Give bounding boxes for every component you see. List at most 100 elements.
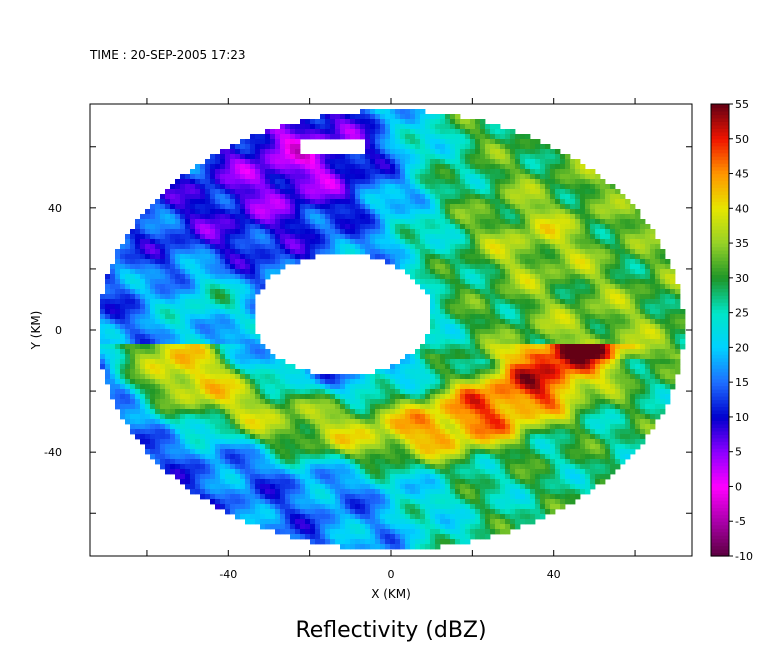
reflectivity-cell xyxy=(130,339,136,345)
reflectivity-cell xyxy=(305,239,311,245)
reflectivity-cell xyxy=(180,389,186,395)
reflectivity-cell xyxy=(135,364,141,370)
reflectivity-cell xyxy=(460,249,466,255)
reflectivity-cell xyxy=(525,204,531,210)
reflectivity-cell xyxy=(460,374,466,380)
reflectivity-cell xyxy=(200,299,206,305)
reflectivity-cell xyxy=(155,339,161,345)
reflectivity-cell xyxy=(445,359,451,365)
reflectivity-cell xyxy=(135,219,141,225)
reflectivity-cell xyxy=(400,219,406,225)
reflectivity-cell xyxy=(450,254,456,260)
reflectivity-cell xyxy=(390,244,396,250)
reflectivity-cell xyxy=(650,269,656,275)
reflectivity-cell xyxy=(615,234,621,240)
reflectivity-cell xyxy=(200,169,206,175)
reflectivity-cell xyxy=(160,204,166,210)
reflectivity-cell xyxy=(635,269,641,275)
reflectivity-cell xyxy=(600,284,606,290)
reflectivity-cell xyxy=(525,289,531,295)
reflectivity-cell xyxy=(250,274,256,280)
reflectivity-cell xyxy=(585,334,591,340)
reflectivity-cell xyxy=(225,194,231,200)
reflectivity-cell xyxy=(290,194,296,200)
reflectivity-cell xyxy=(370,154,376,160)
reflectivity-cell xyxy=(200,314,206,320)
reflectivity-cell xyxy=(580,344,586,350)
reflectivity-cell xyxy=(550,149,556,155)
reflectivity-cell xyxy=(480,269,486,275)
reflectivity-cell xyxy=(330,209,336,215)
reflectivity-cell xyxy=(595,389,601,395)
reflectivity-cell xyxy=(220,254,226,260)
reflectivity-cell xyxy=(300,219,306,225)
reflectivity-cell xyxy=(550,349,556,355)
reflectivity-cell xyxy=(555,154,561,160)
reflectivity-cell xyxy=(580,349,586,355)
reflectivity-cell xyxy=(440,369,446,375)
reflectivity-cell xyxy=(210,379,216,385)
reflectivity-cell xyxy=(305,384,311,390)
reflectivity-cell xyxy=(260,359,266,365)
reflectivity-cell xyxy=(570,224,576,230)
reflectivity-cell xyxy=(205,369,211,375)
reflectivity-cell xyxy=(125,359,131,365)
reflectivity-cell xyxy=(145,379,151,385)
reflectivity-cell xyxy=(230,249,236,255)
reflectivity-cell xyxy=(200,324,206,330)
reflectivity-cell xyxy=(475,124,481,130)
reflectivity-cell xyxy=(460,384,466,390)
reflectivity-cell xyxy=(480,144,486,150)
reflectivity-cell xyxy=(270,229,276,235)
reflectivity-cell xyxy=(325,399,331,405)
reflectivity-cell xyxy=(495,159,501,165)
reflectivity-cell xyxy=(175,274,181,280)
reflectivity-cell xyxy=(490,379,496,385)
reflectivity-cell xyxy=(385,389,391,395)
reflectivity-cell xyxy=(190,279,196,285)
reflectivity-cell xyxy=(510,364,516,370)
reflectivity-cell xyxy=(230,319,236,325)
reflectivity-cell xyxy=(205,274,211,280)
reflectivity-cell xyxy=(280,209,286,215)
reflectivity-cell xyxy=(635,239,641,245)
reflectivity-cell xyxy=(230,219,236,225)
reflectivity-cell xyxy=(455,344,461,350)
reflectivity-cell xyxy=(295,204,301,210)
reflectivity-cell xyxy=(250,344,256,350)
reflectivity-cell xyxy=(285,224,291,230)
reflectivity-cell xyxy=(200,359,206,365)
reflectivity-cell xyxy=(420,204,426,210)
reflectivity-cell xyxy=(640,229,646,235)
reflectivity-cell xyxy=(425,264,431,270)
reflectivity-cell xyxy=(240,259,246,265)
reflectivity-cell xyxy=(455,289,461,295)
reflectivity-cell xyxy=(475,364,481,370)
reflectivity-cell xyxy=(550,329,556,335)
reflectivity-cell xyxy=(170,384,176,390)
reflectivity-cell xyxy=(230,384,236,390)
reflectivity-cell xyxy=(475,164,481,170)
reflectivity-cell xyxy=(305,164,311,170)
reflectivity-cell xyxy=(110,334,116,340)
reflectivity-cell xyxy=(435,224,441,230)
reflectivity-cell xyxy=(195,339,201,345)
reflectivity-cell xyxy=(405,114,411,120)
reflectivity-cell xyxy=(215,314,221,320)
reflectivity-cell xyxy=(525,374,531,380)
reflectivity-cell xyxy=(125,254,131,260)
reflectivity-cell xyxy=(250,259,256,265)
reflectivity-cell xyxy=(250,249,256,255)
reflectivity-cell xyxy=(535,244,541,250)
reflectivity-cell xyxy=(595,224,601,230)
reflectivity-cell xyxy=(450,214,456,220)
reflectivity-cell xyxy=(320,384,326,390)
reflectivity-cell xyxy=(555,209,561,215)
reflectivity-cell xyxy=(405,234,411,240)
reflectivity-cell xyxy=(470,319,476,325)
reflectivity-cell xyxy=(375,369,381,375)
reflectivity-cell xyxy=(530,244,536,250)
reflectivity-cell xyxy=(215,294,221,300)
reflectivity-cell xyxy=(270,369,276,375)
reflectivity-cell xyxy=(375,189,381,195)
